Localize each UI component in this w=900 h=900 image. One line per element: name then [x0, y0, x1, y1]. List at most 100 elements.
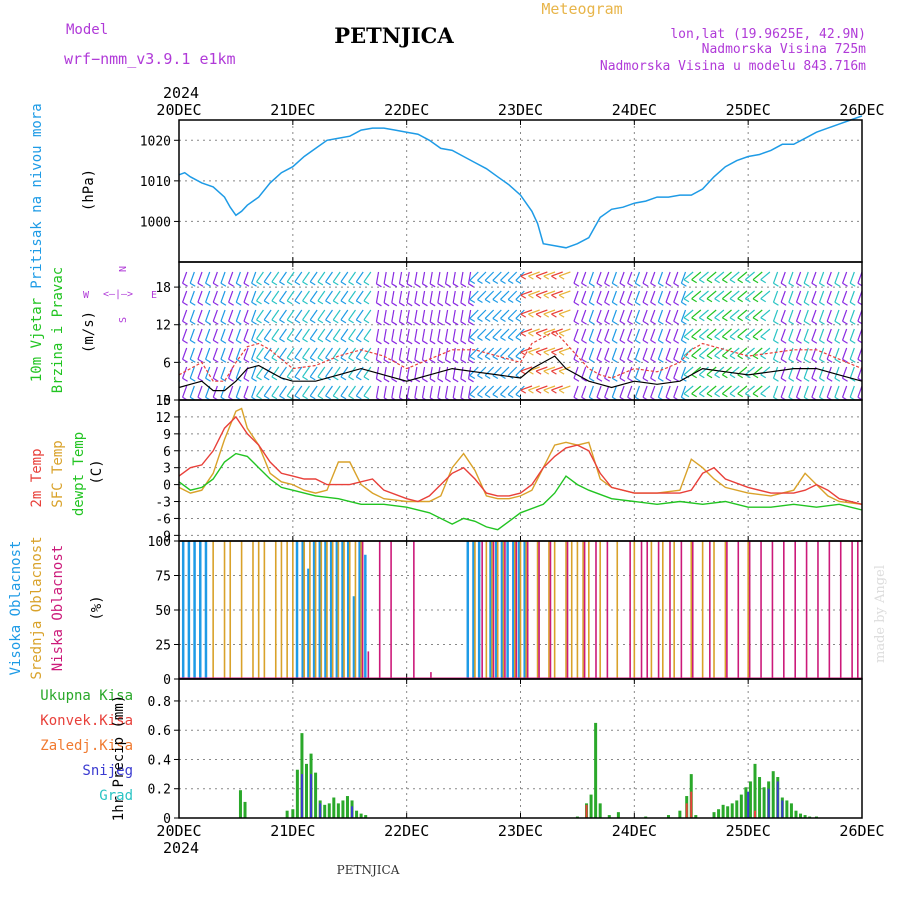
- wind-barb: [691, 385, 702, 395]
- wind-barb-flag: [263, 300, 270, 305]
- wind-barb: [772, 366, 779, 379]
- wind-barb-flag: [691, 279, 697, 284]
- wind-barb-flag: [581, 301, 587, 306]
- wind-barb: [834, 309, 840, 322]
- wind-barb-flag: [500, 298, 506, 303]
- wind-barb-flag: [197, 339, 204, 344]
- wind-barb: [788, 385, 794, 398]
- wind-barb: [421, 309, 426, 322]
- wind-barb: [841, 385, 848, 398]
- wind-barb: [760, 385, 771, 395]
- wind-barb-flag: [803, 282, 810, 287]
- wind-barb: [849, 309, 855, 322]
- wind-barb-flag: [228, 301, 234, 306]
- wind-barb-flag: [263, 319, 270, 324]
- wind-barb: [469, 290, 479, 300]
- wind-barb: [657, 290, 664, 303]
- wind-barb: [520, 347, 533, 353]
- wind-barb: [811, 328, 817, 341]
- wind-barb-flag: [760, 298, 767, 303]
- wind-barb: [729, 385, 740, 395]
- wind-barb: [228, 328, 234, 341]
- wind-barb: [220, 290, 226, 303]
- wind-barb-flag: [780, 282, 787, 287]
- wind-barb-flag: [348, 395, 354, 400]
- wind-barb-flag: [332, 376, 339, 381]
- wind-barb-flag: [796, 358, 802, 363]
- wind-barb: [642, 328, 648, 341]
- wind-barb: [596, 366, 602, 379]
- wind-barb-flag: [220, 320, 227, 325]
- wind-barb-flag: [376, 359, 382, 364]
- wind-barb-flag: [332, 300, 339, 305]
- snow-bar: [781, 800, 784, 818]
- wind-barb-flag: [737, 298, 744, 303]
- wind-barb: [803, 290, 809, 303]
- wind-barb-flag: [294, 376, 301, 381]
- wind-barb-flag: [842, 358, 848, 363]
- wind-barb: [286, 385, 295, 397]
- wind-barb: [286, 290, 295, 302]
- wind-barb-flag: [752, 355, 759, 360]
- wind-barb-flag: [681, 358, 687, 363]
- wind-barb-flag: [543, 332, 550, 337]
- wind-barb: [383, 366, 387, 379]
- wind-barb-flag: [683, 317, 690, 322]
- wind-barb-flag: [317, 357, 324, 362]
- wind-barb: [460, 328, 464, 341]
- wind-barb: [665, 385, 671, 398]
- wind-barb-flag: [205, 339, 211, 344]
- wind-barb-flag: [558, 332, 565, 337]
- wind-barb: [581, 385, 587, 398]
- wind-barb: [467, 271, 472, 284]
- total-rain-bar: [341, 800, 345, 818]
- wind-barb: [182, 309, 188, 322]
- wind-barb-flag: [212, 339, 219, 344]
- wind-barb-flag: [535, 370, 542, 375]
- total-rain-bar: [616, 812, 620, 818]
- wind-barb: [780, 271, 786, 284]
- wind-barb: [460, 366, 464, 379]
- wind-barb-flag: [477, 298, 483, 303]
- wind-barb-flag: [271, 281, 278, 286]
- wind-barb: [406, 328, 410, 341]
- wind-barb: [197, 366, 203, 379]
- wind-barb-flag: [573, 301, 580, 306]
- wind-barb: [340, 366, 349, 378]
- wind-barb: [528, 309, 540, 315]
- wind-barb: [325, 328, 333, 340]
- wind-barb-flag: [722, 298, 728, 303]
- wind-barb: [182, 347, 188, 360]
- snow-bar: [351, 806, 354, 818]
- wind-barb: [619, 347, 625, 360]
- wind-barb-flag: [256, 395, 262, 400]
- wind-barb-flag: [573, 282, 580, 287]
- wind-barb-flag: [340, 319, 347, 324]
- wind-barb-flag: [627, 282, 633, 287]
- wind-barb-flag: [665, 301, 672, 306]
- wind-barb: [452, 309, 456, 322]
- wind-barb-flag: [581, 358, 587, 363]
- wind-barb: [243, 328, 249, 341]
- wind-barb-flag: [714, 298, 720, 303]
- y-tick-label: 6: [163, 445, 171, 460]
- compass-icon: N S W E <–|–>: [83, 266, 157, 323]
- wind-barb: [543, 347, 556, 353]
- wind-barb-flag: [773, 320, 779, 325]
- wind-barb: [691, 347, 702, 357]
- wind-barb-flag: [551, 389, 557, 394]
- wind-barb-flag: [189, 339, 196, 344]
- wind-barb: [256, 366, 264, 378]
- wind-barb-flag: [780, 339, 787, 344]
- wind-barb-flag: [691, 336, 697, 341]
- wind-barb-flag: [722, 336, 728, 341]
- cloud-panel-titles: Visoka Oblacnost Srednja Oblacnost Niska…: [8, 536, 105, 679]
- cloud-unit: (%): [89, 595, 105, 620]
- wind-barb-flag: [317, 300, 324, 305]
- wind-barb-flag: [729, 298, 736, 303]
- wind-barb: [182, 271, 188, 284]
- wind-barb: [375, 347, 380, 360]
- wind-barb: [752, 309, 763, 319]
- wind-barb-flag: [857, 301, 862, 306]
- wind-barb-flag: [332, 338, 339, 343]
